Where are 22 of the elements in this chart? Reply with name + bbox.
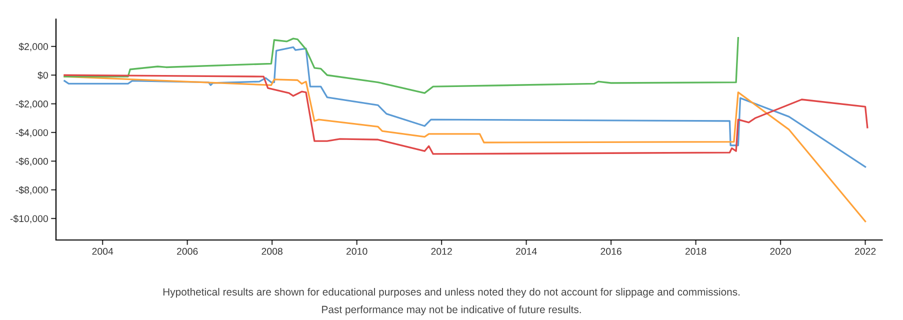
y-tick-label: -$4,000 <box>16 128 48 138</box>
y-tick-label: $2,000 <box>18 42 48 52</box>
x-tick-label: 2004 <box>92 248 114 255</box>
y-tick-label: -$6,000 <box>16 157 48 166</box>
x-tick-label: 2010 <box>346 248 368 255</box>
x-tick-label: 2016 <box>600 248 622 255</box>
line-series <box>64 37 740 94</box>
x-tick-label: 2018 <box>685 248 706 255</box>
y-tick-label: $0 <box>38 71 48 80</box>
x-tick-label: 2006 <box>177 248 198 255</box>
line-series <box>64 46 866 168</box>
y-tick-label: -$2,000 <box>16 100 48 109</box>
x-tick-label: 2008 <box>262 248 282 255</box>
y-tick-label: -$8,000 <box>16 186 48 195</box>
x-tick-label: 2014 <box>516 248 537 255</box>
x-tick-label: 2012 <box>431 248 452 255</box>
text: Hypothetical results are shown for educational purposes and unless noted they do not account for slippage and commissions. <box>163 288 740 298</box>
line-series <box>64 74 868 155</box>
text: Past performance may not be indicative of future results. <box>322 306 581 316</box>
x-tick-label: 2022 <box>854 248 876 255</box>
y-tick-label: -$10,000 <box>10 214 48 224</box>
x-tick-label: 2020 <box>770 248 791 255</box>
